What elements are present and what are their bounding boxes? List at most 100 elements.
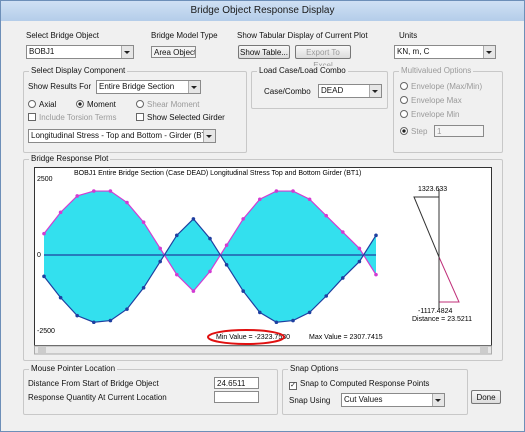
point	[225, 243, 229, 247]
y-tick-label: -2500	[37, 328, 55, 335]
case-select[interactable]: DEAD	[318, 84, 382, 98]
group-label: Mouse Pointer Location	[29, 364, 117, 373]
bridge-object-select[interactable]: BOBJ1	[26, 45, 134, 59]
radio-label: Envelope (Max/Min)	[411, 82, 482, 91]
radio-label: Envelope Min	[411, 110, 459, 119]
plot-header: BOBJ1 Entire Bridge Section (Case DEAD) …	[74, 170, 361, 177]
select-value: Longitudinal Stress - Top and Bottom - G…	[31, 131, 214, 140]
response-field	[214, 391, 259, 403]
distance-field: 24.6511	[214, 377, 259, 389]
point	[358, 247, 362, 251]
export-excel-button: Export To Excel	[295, 45, 351, 59]
radio-label: Envelope Max	[411, 96, 462, 105]
point	[192, 289, 196, 293]
point	[308, 197, 312, 201]
point	[341, 230, 345, 234]
point	[125, 201, 129, 205]
group-label: Select Display Component	[29, 66, 127, 75]
point	[175, 234, 179, 238]
scroll-arrow	[480, 347, 488, 353]
show-table-button[interactable]: Show Table...	[238, 45, 290, 59]
snap-using-select[interactable]: Cut Values	[341, 393, 445, 407]
title-bar: Bridge Object Response Display	[1, 1, 524, 21]
response-plot: BOBJ1 Entire Bridge Section (Case DEAD) …	[34, 167, 492, 355]
point	[258, 311, 262, 315]
section-top: 1323.633	[418, 186, 447, 193]
select-value: DEAD	[321, 86, 343, 95]
point	[75, 194, 79, 198]
label: Snap Using	[289, 396, 330, 405]
group-box: Snap Options ✓Snap to Computed Response …	[282, 369, 468, 415]
point	[291, 319, 295, 323]
group-box: Mouse Pointer Location Distance From Sta…	[23, 369, 278, 415]
label: Show Tabular Display of Current Plot	[237, 31, 368, 40]
label: Units	[399, 31, 417, 40]
radio: Envelope (Max/Min)	[400, 82, 482, 91]
point	[275, 189, 279, 193]
select-value: Cut Values	[344, 395, 383, 404]
radio: Step	[400, 127, 427, 136]
point	[324, 294, 328, 298]
y-tick-label: 0	[37, 252, 41, 259]
checkbox-label: Show Selected Girder	[147, 113, 225, 122]
point	[59, 211, 63, 215]
checkbox: Include Torsion Terms	[28, 113, 117, 122]
point	[374, 234, 378, 238]
model-type-field: Area Object	[151, 46, 196, 58]
group-label: Multivalued Options	[399, 66, 473, 75]
point	[308, 311, 312, 315]
max-value: Max Value = 2307.7415	[309, 334, 383, 341]
group-box: Load Case/Load Combo Case/Combo DEAD	[251, 71, 388, 109]
group-box: Select Display Component Show Results Fo…	[23, 71, 247, 153]
radio-label: Shear Moment	[147, 100, 199, 109]
point	[358, 260, 362, 264]
point	[75, 314, 79, 318]
section-distance: Distance = 23.5211	[412, 316, 472, 323]
group-label: Snap Options	[288, 364, 340, 373]
page: {"window":{"title":"Bridge Object Respon…	[0, 0, 525, 432]
scroll-arrow	[38, 347, 46, 353]
point	[142, 220, 146, 224]
point	[241, 289, 245, 293]
point	[142, 286, 146, 290]
point	[374, 273, 378, 277]
label: Distance From Start of Bridge Object	[28, 379, 159, 388]
radio[interactable]: Axial	[28, 100, 56, 109]
point	[158, 260, 162, 264]
select-value: Entire Bridge Section	[99, 82, 174, 91]
point	[241, 217, 245, 221]
step-field: 1	[434, 125, 484, 137]
point	[291, 189, 295, 193]
radio-label: Step	[411, 127, 427, 136]
label: Show Results For	[28, 82, 91, 91]
show-results-select[interactable]: Entire Bridge Section	[96, 80, 201, 94]
point	[59, 296, 63, 300]
point	[109, 189, 113, 193]
point	[92, 189, 96, 193]
group-label: Load Case/Load Combo	[257, 66, 348, 75]
point	[275, 320, 279, 324]
point	[125, 307, 129, 311]
label: Case/Combo	[264, 87, 311, 96]
point	[324, 214, 328, 218]
group-label: Bridge Response Plot	[29, 154, 110, 163]
label: Bridge Model Type	[151, 31, 218, 40]
radio[interactable]: Moment	[76, 100, 116, 109]
point	[42, 275, 46, 279]
group-box: Multivalued Options Envelope (Max/Min) E…	[393, 71, 503, 153]
units-select[interactable]: KN, m, C	[394, 45, 496, 59]
radio: Envelope Min	[400, 110, 459, 119]
checkbox[interactable]: Show Selected Girder	[136, 113, 225, 122]
done-button[interactable]: Done	[471, 390, 501, 404]
point	[92, 320, 96, 324]
radio: Envelope Max	[400, 96, 462, 105]
point	[192, 217, 196, 221]
label: Response Quantity At Current Location	[28, 393, 167, 402]
point	[109, 319, 113, 323]
checkbox[interactable]: ✓Snap to Computed Response Points	[289, 379, 429, 390]
radio: Shear Moment	[136, 100, 199, 109]
point	[208, 237, 212, 241]
component-select[interactable]: Longitudinal Stress - Top and Bottom - G…	[28, 129, 216, 143]
point	[258, 197, 262, 201]
scrollbar[interactable]	[35, 346, 492, 354]
